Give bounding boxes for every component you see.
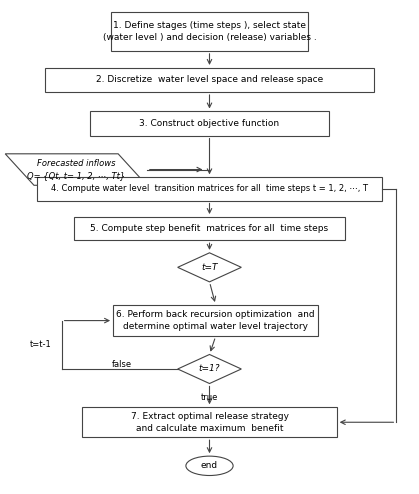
Text: 2. Discretize  water level space and release space: 2. Discretize water level space and rele… (96, 76, 323, 84)
Text: Forecasted inflows
Q= {Qt, t= 1, 2, ⋯, Tt}: Forecasted inflows Q= {Qt, t= 1, 2, ⋯, T… (27, 159, 125, 180)
Polygon shape (178, 253, 241, 282)
Text: t=1?: t=1? (199, 365, 220, 373)
Text: 6. Perform back recursion optimization  and
determine optimal water level trajec: 6. Perform back recursion optimization a… (116, 310, 315, 331)
FancyBboxPatch shape (37, 177, 382, 201)
FancyBboxPatch shape (45, 68, 374, 92)
Text: false: false (111, 360, 132, 369)
FancyBboxPatch shape (74, 217, 345, 240)
Ellipse shape (186, 456, 233, 476)
FancyBboxPatch shape (111, 12, 308, 51)
Text: t=t-1: t=t-1 (30, 340, 52, 349)
Text: 1. Define stages (time steps ), select state
(water level ) and decision (releas: 1. Define stages (time steps ), select s… (103, 21, 316, 42)
Polygon shape (5, 154, 147, 185)
FancyBboxPatch shape (82, 407, 337, 437)
Text: end: end (201, 461, 218, 470)
Text: 5. Compute step benefit  matrices for all  time steps: 5. Compute step benefit matrices for all… (91, 224, 328, 233)
FancyBboxPatch shape (91, 112, 328, 136)
Text: t=T: t=T (201, 263, 218, 272)
Text: 4. Compute water level  transition matrices for all  time steps t = 1, 2, ⋯, T: 4. Compute water level transition matric… (51, 184, 368, 194)
Text: true: true (201, 393, 218, 402)
Text: 3. Construct objective function: 3. Construct objective function (140, 119, 279, 128)
Text: 7. Extract optimal release strategy
and calculate maximum  benefit: 7. Extract optimal release strategy and … (130, 412, 289, 433)
Polygon shape (178, 355, 241, 383)
FancyBboxPatch shape (113, 305, 318, 336)
